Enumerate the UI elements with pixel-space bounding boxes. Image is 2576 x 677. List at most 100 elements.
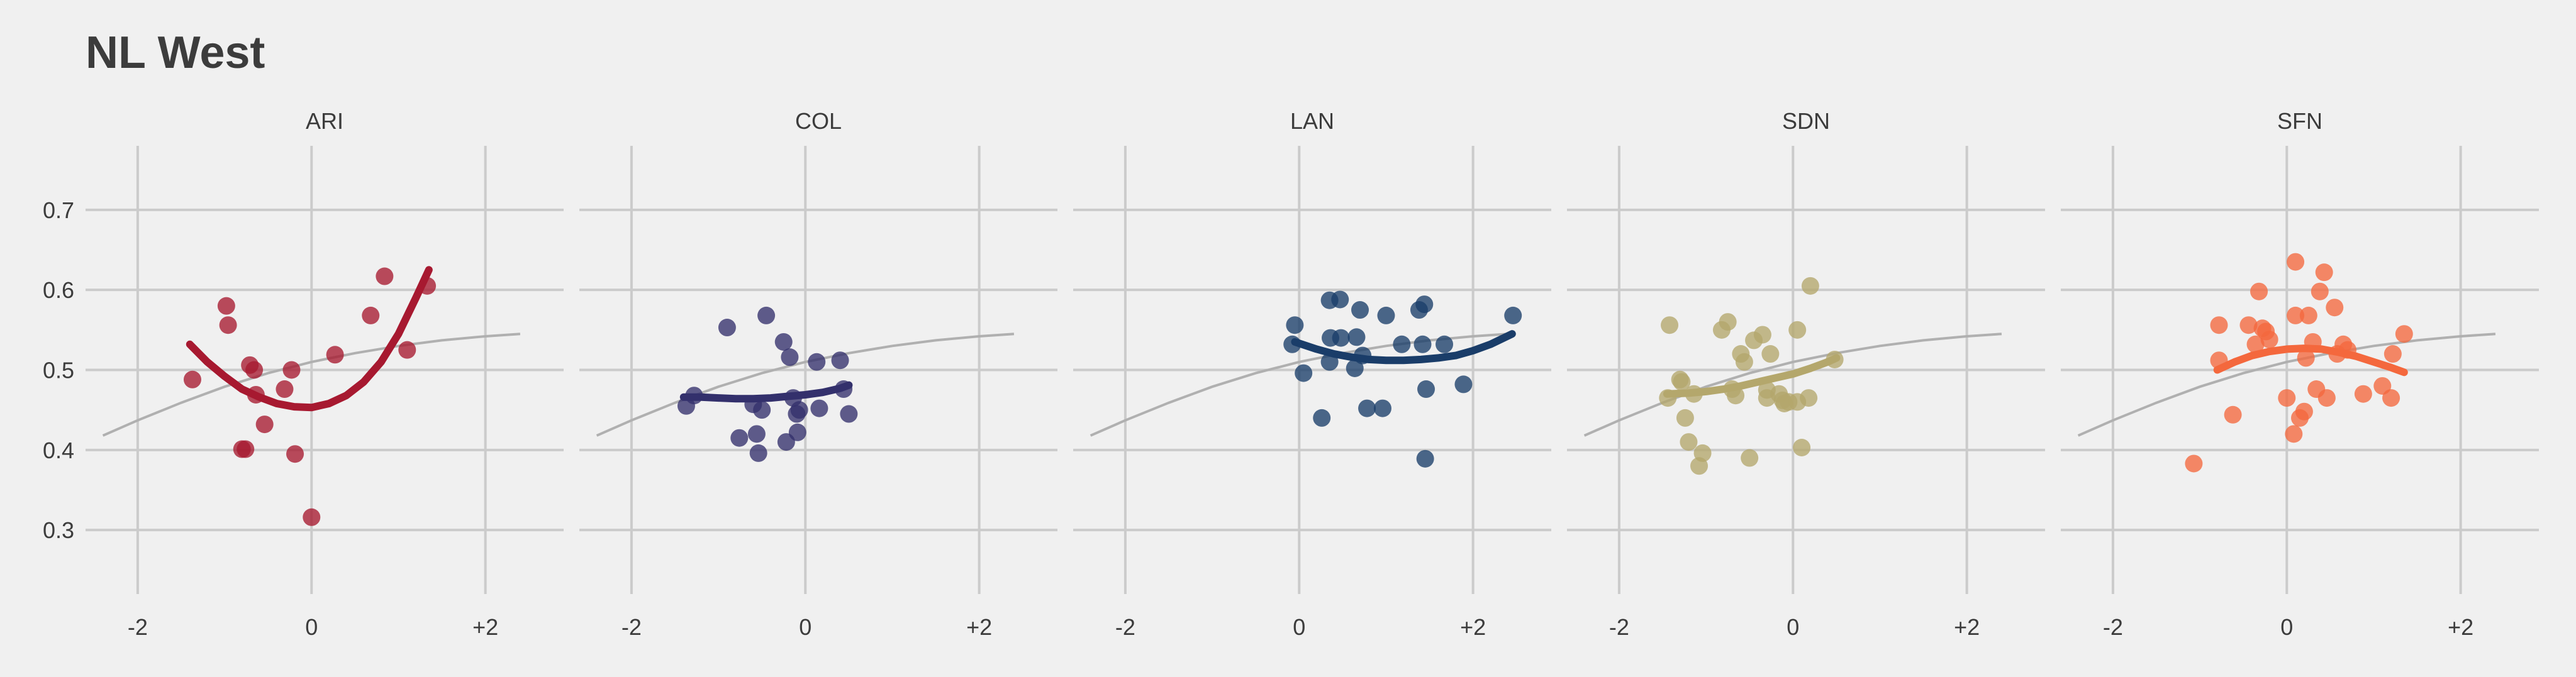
data-point xyxy=(1295,364,1313,382)
data-point xyxy=(219,316,237,334)
fit-curve xyxy=(679,381,853,403)
data-point xyxy=(1661,316,1679,334)
x-tick-label: 0 xyxy=(1293,614,1305,640)
x-tick-label: -2 xyxy=(1115,614,1135,640)
data-point xyxy=(183,370,201,388)
facet-sdn: SDN -2 0 +2 xyxy=(1567,108,2045,640)
x-tick-label: -2 xyxy=(622,614,642,640)
data-point xyxy=(1377,306,1395,324)
x-tick-label: +2 xyxy=(2448,614,2473,640)
data-point xyxy=(747,425,766,443)
data-point xyxy=(749,444,767,462)
data-point xyxy=(1676,409,1694,427)
data-point xyxy=(1753,326,1771,344)
data-point xyxy=(788,423,806,441)
data-point xyxy=(2315,263,2333,282)
data-point xyxy=(2185,454,2203,473)
data-point xyxy=(286,445,304,463)
data-point xyxy=(1347,328,1366,346)
data-point xyxy=(282,361,301,379)
data-point xyxy=(2239,316,2258,334)
data-point xyxy=(303,508,321,526)
x-tick-label: -2 xyxy=(128,614,148,640)
data-point xyxy=(245,361,264,379)
data-point xyxy=(1351,301,1369,319)
data-point xyxy=(1393,335,1411,353)
x-tick-label: 0 xyxy=(1787,614,1799,640)
x-tick-label: +2 xyxy=(1460,614,1486,640)
data-point xyxy=(1673,373,1691,391)
data-point xyxy=(1801,277,1819,295)
data-point xyxy=(2382,389,2400,407)
data-point xyxy=(1313,409,1331,427)
data-point xyxy=(790,401,808,419)
facet-sfn: SFN -2 0 +2 xyxy=(2061,108,2539,640)
data-point xyxy=(2299,306,2317,324)
reference-curve xyxy=(2077,333,2496,437)
x-tick-label: +2 xyxy=(966,614,992,640)
data-point xyxy=(2260,331,2278,349)
data-point xyxy=(2295,402,2313,421)
data-point xyxy=(2311,282,2329,300)
data-point xyxy=(1286,316,1304,334)
facet-label: LAN xyxy=(1290,108,1334,134)
data-point xyxy=(810,399,828,417)
data-point xyxy=(1741,449,1759,467)
data-point xyxy=(2285,425,2303,443)
data-point xyxy=(1332,329,1350,347)
data-point xyxy=(1735,353,1753,371)
y-tick-label: 0.7 xyxy=(43,197,74,223)
data-point xyxy=(1373,399,1391,417)
data-point xyxy=(808,353,826,371)
data-point xyxy=(376,267,394,285)
data-point xyxy=(2354,385,2372,403)
data-point xyxy=(276,380,294,399)
facet-ari: ARI -2 0 +2 xyxy=(86,108,564,640)
data-point xyxy=(217,297,235,315)
data-point xyxy=(362,306,380,324)
facet-label: SDN xyxy=(1782,108,1830,134)
y-tick-label: 0.3 xyxy=(43,517,74,543)
data-point xyxy=(398,341,416,359)
data-point xyxy=(2317,389,2336,407)
data-point xyxy=(1693,444,1712,462)
data-point xyxy=(255,416,274,434)
data-point xyxy=(757,306,776,324)
data-point xyxy=(1454,375,1473,394)
fit-curve xyxy=(2213,344,2408,377)
facet-label: SFN xyxy=(2277,108,2322,134)
data-point xyxy=(2287,253,2305,271)
x-tick-label: +2 xyxy=(472,614,498,640)
x-tick-label: 0 xyxy=(305,614,318,640)
data-point xyxy=(2210,316,2228,334)
data-point xyxy=(2287,306,2305,324)
data-point xyxy=(1800,389,1818,407)
data-point xyxy=(1415,295,1434,314)
facet-label: COL xyxy=(795,108,842,134)
data-point xyxy=(1793,439,1811,457)
data-point xyxy=(1761,345,1780,363)
x-tick-label: -2 xyxy=(1609,614,1629,640)
x-tick-label: 0 xyxy=(799,614,811,640)
x-tick-label: 0 xyxy=(2280,614,2293,640)
data-point xyxy=(326,346,344,364)
reference-curve xyxy=(1583,333,2002,437)
data-point xyxy=(1346,359,1364,377)
x-tick-label: -2 xyxy=(2103,614,2123,640)
fit-curve xyxy=(1291,330,1516,365)
data-point xyxy=(237,440,255,458)
data-point xyxy=(718,319,736,337)
facet-label: ARI xyxy=(306,108,343,134)
data-point xyxy=(1413,335,1432,353)
data-point xyxy=(2395,325,2413,343)
data-point xyxy=(753,401,771,419)
data-point xyxy=(2224,405,2242,424)
chart-title: NL West xyxy=(86,28,265,78)
data-point xyxy=(2278,389,2296,407)
fit-curve xyxy=(186,266,433,412)
data-point xyxy=(1788,321,1807,339)
data-point xyxy=(1416,449,1434,468)
x-tick-label: +2 xyxy=(1954,614,1980,640)
